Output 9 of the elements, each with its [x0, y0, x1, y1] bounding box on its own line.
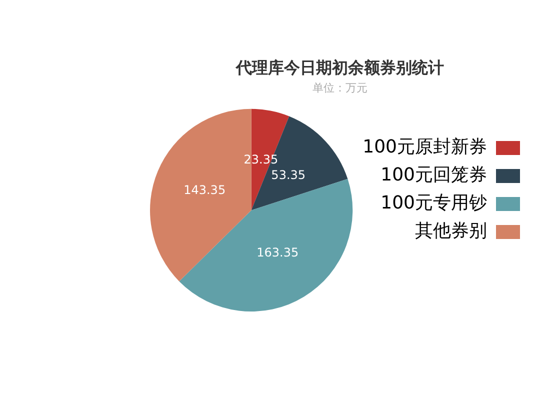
data-label: 143.35: [184, 182, 226, 197]
legend-label: 其他券别: [415, 220, 487, 242]
legend-label: 100元回笼券: [380, 164, 487, 186]
chart-title: 代理库今日期初余额券别统计: [235, 58, 444, 77]
data-label: 163.35: [256, 246, 299, 260]
legend-label: 100元专用钞: [380, 192, 487, 214]
chart-subtitle: 单位：万元: [312, 82, 368, 95]
data-label: 53.35: [271, 168, 306, 182]
legend-label: 100元原封新券: [362, 136, 487, 158]
